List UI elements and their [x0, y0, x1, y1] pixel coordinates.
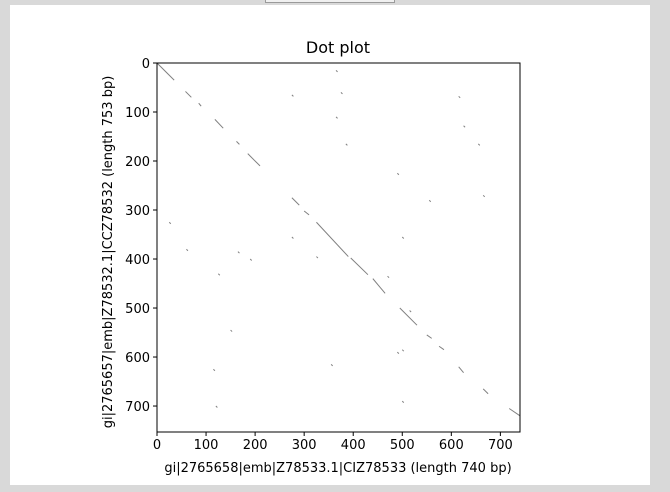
x-axis-label: gi|2765658|emb|Z78533.1|CIZ78533 (length… — [164, 461, 511, 476]
x-tick-label: 700 — [488, 438, 513, 453]
match-dot — [401, 236, 405, 239]
match-dot — [345, 143, 348, 146]
match-dot — [401, 400, 405, 403]
match-dot — [330, 364, 333, 367]
x-tick-label: 400 — [341, 438, 366, 453]
figure-canvas: Dot plot 0 100 200 300 400 500 600 700 0 100 200 3… — [10, 5, 650, 485]
diagonal-match-segment — [303, 210, 310, 216]
x-tick-label: 600 — [439, 438, 464, 453]
diagonal-match-segment — [214, 119, 224, 129]
chart-title: Dot plot — [306, 38, 370, 57]
match-dot — [397, 172, 400, 176]
diagonal-match-segment — [198, 102, 202, 107]
match-dot — [397, 351, 400, 354]
x-tick-label: 500 — [390, 438, 415, 453]
match-dot — [482, 194, 486, 198]
dot-plot-chart: Dot plot 0 100 200 300 400 500 600 700 0 100 200 3… — [101, 38, 521, 476]
x-tick-label: 300 — [292, 438, 317, 453]
toolbar-tab[interactable] — [265, 0, 395, 3]
match-dot — [477, 143, 481, 146]
match-dot — [387, 275, 390, 279]
y-tick-label: 200 — [125, 155, 150, 170]
x-axis-ticks: 0 100 200 300 400 500 600 700 — [153, 432, 513, 453]
x-tick-label: 0 — [153, 438, 161, 453]
diagonal-match-segment — [156, 62, 175, 81]
match-dot — [217, 273, 221, 276]
y-tick-label: 500 — [125, 302, 150, 317]
diagonal-match-segment — [185, 91, 192, 98]
y-axis-label: gi|2765657|emb|Z78532.1|CCZ78532 (length… — [101, 76, 116, 429]
match-dot — [458, 95, 461, 99]
match-dot — [335, 116, 338, 119]
match-dot — [213, 368, 216, 372]
match-dot — [340, 92, 343, 95]
diagonal-match-segment — [426, 334, 432, 339]
y-tick-label: 100 — [125, 106, 150, 121]
x-tick-label: 200 — [243, 438, 268, 453]
match-dot — [316, 256, 319, 259]
y-tick-label: 700 — [125, 400, 150, 415]
match-dot — [291, 94, 294, 97]
diagonal-match-segment — [291, 197, 300, 206]
match-dot — [463, 125, 466, 128]
match-dot — [249, 258, 253, 261]
y-tick-label: 0 — [142, 57, 150, 72]
diagonal-match-segment — [372, 278, 386, 294]
match-dot — [230, 329, 233, 332]
match-dot — [409, 310, 412, 313]
diagonal-match-segment — [508, 408, 521, 417]
y-tick-label: 300 — [125, 204, 150, 219]
y-tick-label: 600 — [125, 351, 150, 366]
y-axis-ticks: 0 100 200 300 400 500 600 700 — [125, 57, 157, 415]
match-dot — [215, 405, 218, 408]
match-dot — [186, 248, 189, 252]
diagonal-match-segment — [458, 366, 464, 374]
diagonal-match-segment — [247, 153, 261, 167]
diagonal-match-segment — [236, 141, 240, 145]
diagonal-match-segment — [482, 388, 489, 395]
diagonal-match-segment — [438, 345, 445, 351]
match-dot — [428, 199, 432, 203]
plot-marks — [156, 62, 521, 417]
match-dot — [335, 69, 338, 73]
diagonal-match-segment — [399, 307, 418, 326]
y-tick-label: 400 — [125, 253, 150, 268]
match-dot — [401, 349, 405, 352]
plot-area-frame — [156, 62, 521, 433]
match-dot — [237, 251, 240, 254]
diagonal-match-segment — [350, 257, 369, 276]
match-dot — [291, 236, 294, 239]
match-dot — [168, 221, 172, 225]
x-tick-label: 100 — [194, 438, 219, 453]
diagonal-match-segment — [316, 221, 349, 257]
